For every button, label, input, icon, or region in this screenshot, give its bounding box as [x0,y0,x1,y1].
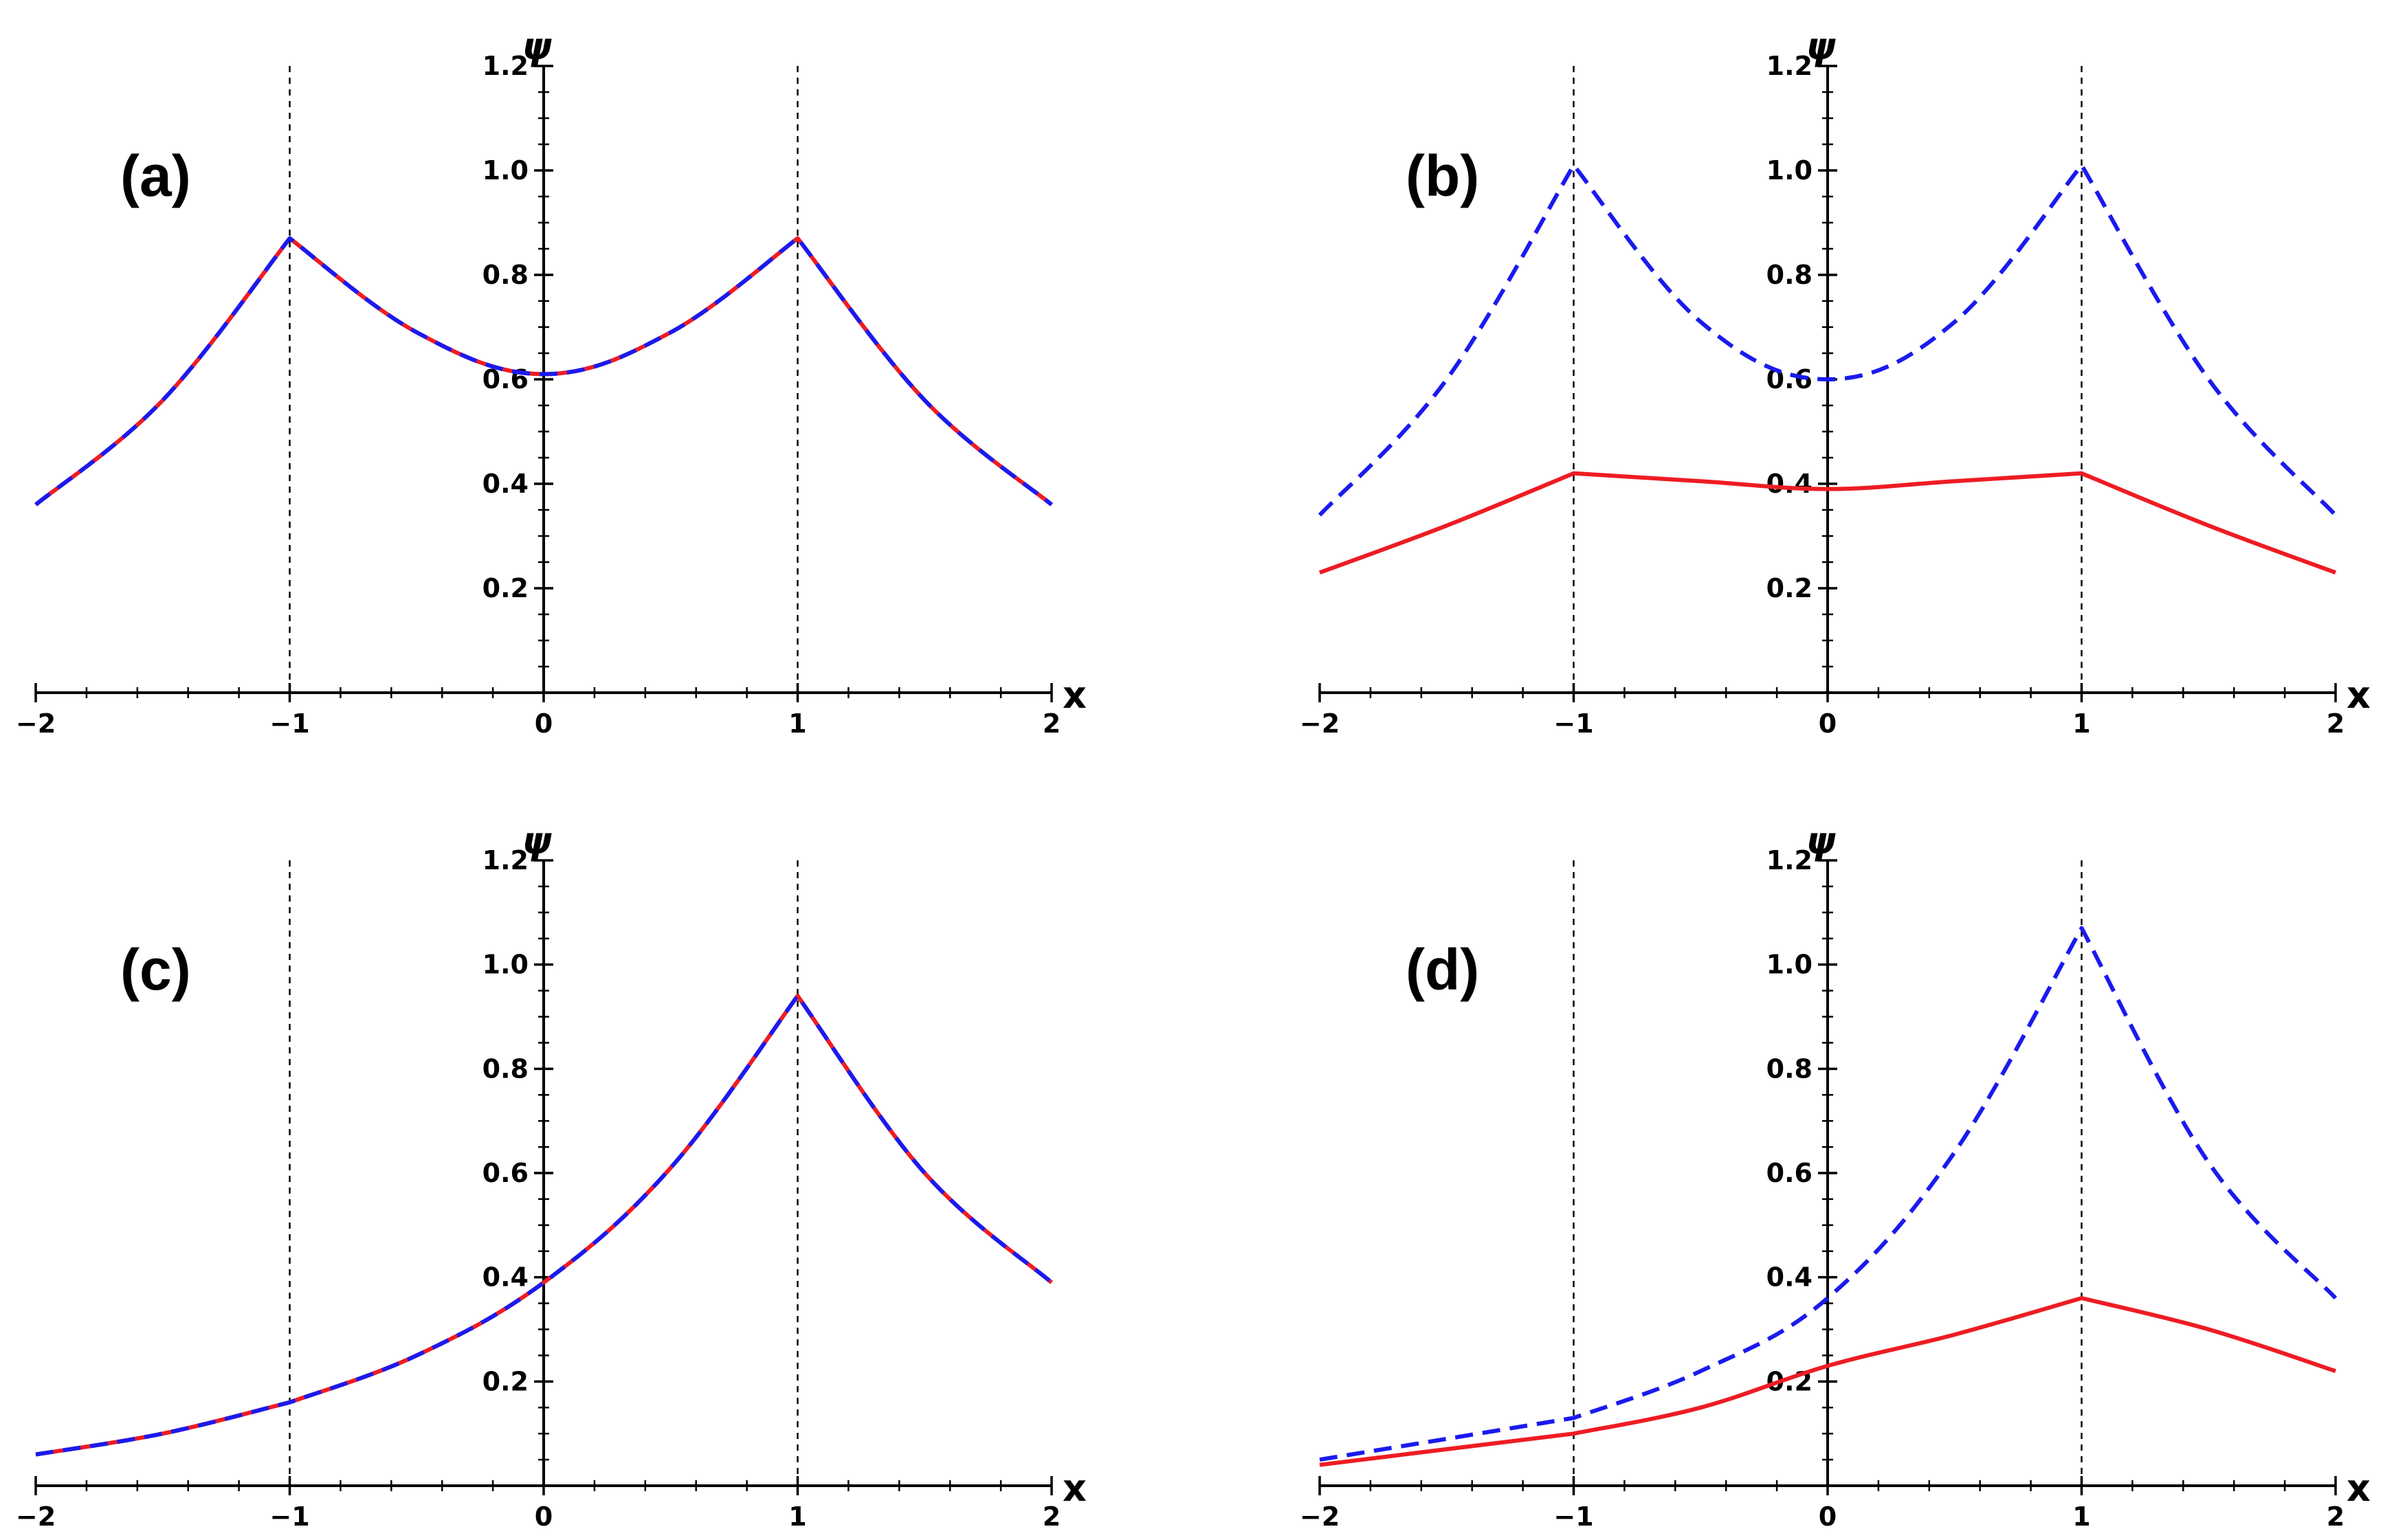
x-tick-label: 0 [1819,708,1837,739]
y-tick-label: 1.2 [1766,51,1813,81]
x-tick-label: 2 [1043,1502,1061,1532]
series-blue-line [34,236,1053,506]
series-blue-line [1319,926,2338,1462]
x-tick-label: 2 [2327,1502,2345,1532]
panel-label: (a) [120,144,191,208]
y-axis-label: ψ [1806,25,1837,68]
chart-panel-d: −2 −1 0 1 20.20.40.60.81.01.2ψx(d) [1300,819,2371,1532]
y-tick-label: 0.4 [483,469,529,499]
series-blue-line [35,994,1053,1457]
x-tick-label: 1 [788,1502,806,1532]
y-axis-label: ψ [522,25,553,68]
x-tick-label: 1 [788,708,806,739]
y-tick-label: 0.4 [483,1262,529,1293]
y-tick-label: 0.4 [1766,1262,1813,1293]
y-tick-label: 0.8 [483,1053,529,1084]
y-tick-label: 0.6 [483,1158,529,1188]
chart-panel-b: −2 −1 0 1 20.20.40.60.81.01.2ψx(b) [1300,25,2371,739]
y-tick-label: 1.2 [1766,845,1813,875]
x-tick-label: −2 [1300,708,1340,739]
y-axis-label: ψ [522,819,553,862]
x-tick-label: 1 [2072,708,2090,739]
y-tick-label: 0.6 [1766,1158,1813,1188]
series-red-line [1319,1296,2336,1467]
y-axis-label: ψ [1806,819,1837,862]
series-red-line [1318,471,2337,575]
x-tick-label: 1 [2072,1502,2090,1532]
x-tick-label: 0 [535,708,553,739]
y-tick-label: 0.2 [483,573,529,603]
panel-label: (b) [1406,144,1479,208]
panel-label: (d) [1406,937,1479,1002]
x-tick-label: −1 [269,1502,309,1532]
y-tick-label: 1.0 [483,155,529,186]
x-axis-label: x [2347,1466,2371,1510]
y-tick-label: 0.8 [483,260,529,290]
x-tick-label: −1 [1553,708,1593,739]
y-tick-label: 1.0 [1766,155,1813,186]
y-tick-label: 1.2 [483,845,529,875]
y-tick-label: 1.0 [1766,950,1813,980]
panel-label: (c) [120,937,191,1002]
x-tick-label: −2 [1300,1502,1340,1532]
y-tick-label: 1.0 [483,950,529,980]
x-axis-label: x [1063,1466,1087,1510]
x-tick-label: 0 [535,1502,553,1532]
y-tick-label: 0.2 [483,1366,529,1396]
x-tick-label: −2 [16,708,56,739]
x-axis-label: x [2347,673,2371,717]
x-tick-label: −1 [1553,1502,1593,1532]
y-tick-label: 0.8 [1766,1053,1813,1084]
x-tick-label: 2 [1043,708,1061,739]
chart-panel-c: −2 −1 0 1 2 0.2 0.4 0.6 0.8 1.0 1.2ψ x (c) [16,819,1087,1532]
x-tick-label: 0 [1819,1502,1837,1532]
y-tick-label: 1.2 [483,51,529,81]
y-tick-label: 0.4 [1766,469,1813,499]
x-tick-label: 2 [2327,708,2345,739]
y-tick-label: 0.8 [1766,260,1813,290]
x-tick-label: −1 [269,708,309,739]
y-tick-label: 0.2 [1766,573,1813,603]
series-blue-line [1318,163,2338,517]
x-tick-label: −2 [16,1502,56,1532]
chart-panel-a: −2 −1 0 1 20.20.40.60.81.01.2ψx(a) [16,25,1087,739]
x-axis-label: x [1063,673,1087,717]
